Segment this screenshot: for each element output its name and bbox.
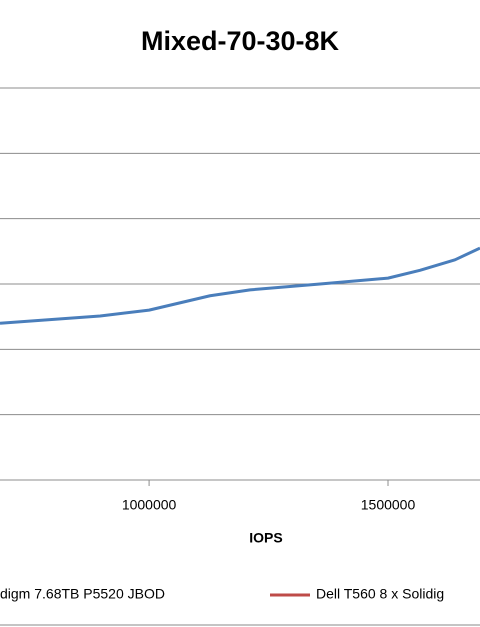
x-axis-label: IOPS [249,530,282,546]
legend-label: digm 7.68TB P5520 JBOD [0,586,165,602]
x-tick-label: 1000000 [122,497,177,513]
chart-title: Mixed-70-30-8K [141,26,340,56]
series-line [0,246,480,325]
x-tick-label: 1500000 [361,497,416,513]
legend-label: Dell T560 8 x Solidig [316,586,444,602]
